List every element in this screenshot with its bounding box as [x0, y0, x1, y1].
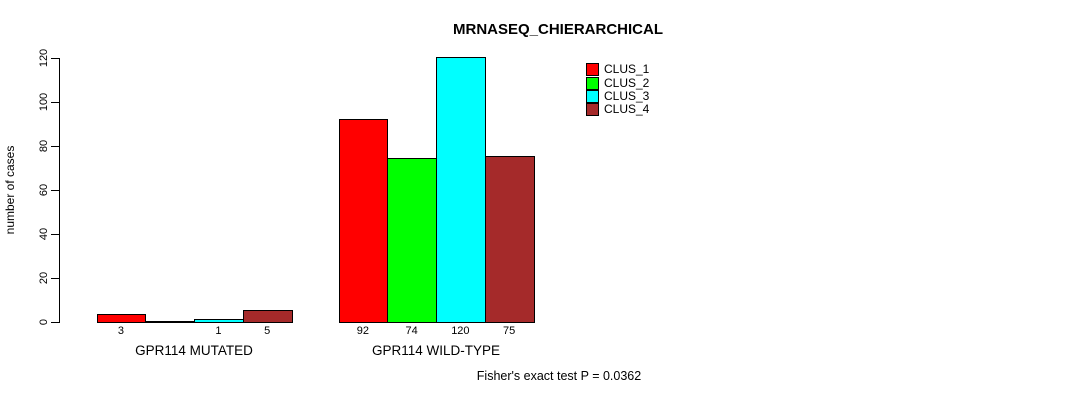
legend-label: CLUS_1 [604, 62, 650, 77]
bar-gpr114-mutated-clus-2 [145, 321, 195, 323]
y-tick [51, 233, 59, 235]
legend-swatch-clus-1-icon [586, 63, 599, 77]
bar-gpr114-wild-type-clus-4 [484, 156, 535, 323]
chart-title: MRNASEQ_CHIERARCHICAL [452, 21, 664, 38]
y-tick-label: 20 [38, 271, 50, 285]
legend-item-clus-3: CLUS_3 [586, 88, 650, 103]
group-label: GPR114 MUTATED [135, 343, 253, 358]
legend-item-clus-2: CLUS_2 [586, 75, 650, 90]
bar-gpr114-wild-type-clus-2 [387, 158, 437, 323]
bar-gpr114-mutated-clus-1 [96, 314, 147, 323]
bar-gpr114-mutated-clus-3 [194, 319, 244, 323]
y-tick-label: 40 [38, 227, 50, 241]
legend-label: CLUS_4 [604, 102, 650, 117]
value-label: 92 [356, 325, 369, 337]
y-tick [51, 145, 59, 147]
bar-gpr114-wild-type-clus-1 [338, 119, 389, 323]
y-tick-label: 0 [38, 318, 50, 326]
legend-swatch-clus-3-icon [586, 89, 599, 103]
bar-gpr114-mutated-clus-4 [242, 310, 293, 323]
y-tick-label: 60 [38, 183, 50, 197]
y-tick [51, 57, 59, 59]
y-tick-label: 120 [38, 48, 50, 68]
value-label: 3 [117, 325, 124, 337]
value-label: 120 [451, 325, 470, 337]
legend-label: CLUS_2 [604, 75, 650, 90]
value-label: 5 [264, 325, 271, 337]
value-label: 74 [405, 325, 418, 337]
legend-label: CLUS_3 [604, 88, 650, 103]
y-axis-line [59, 58, 60, 323]
legend-item-clus-1: CLUS_1 [586, 62, 650, 77]
y-tick-label: 80 [38, 139, 50, 153]
value-label: 1 [215, 325, 222, 337]
legend-swatch-clus-2-icon [586, 76, 599, 90]
value-label: 75 [503, 325, 516, 337]
legend-swatch-clus-4-icon [586, 103, 599, 117]
group-label: GPR114 WILD-TYPE [371, 343, 501, 358]
bar-gpr114-wild-type-clus-3 [436, 57, 486, 323]
fisher-test-note: Fisher's exact test P = 0.0362 [476, 369, 642, 383]
y-tick-label: 100 [38, 92, 50, 112]
y-tick [51, 189, 59, 191]
y-tick [51, 101, 59, 103]
legend: CLUS_1 CLUS_2 CLUS_3 CLUS_4 [586, 63, 649, 117]
y-tick [51, 321, 59, 323]
legend-item-clus-4: CLUS_4 [586, 102, 650, 117]
y-tick [51, 277, 59, 279]
